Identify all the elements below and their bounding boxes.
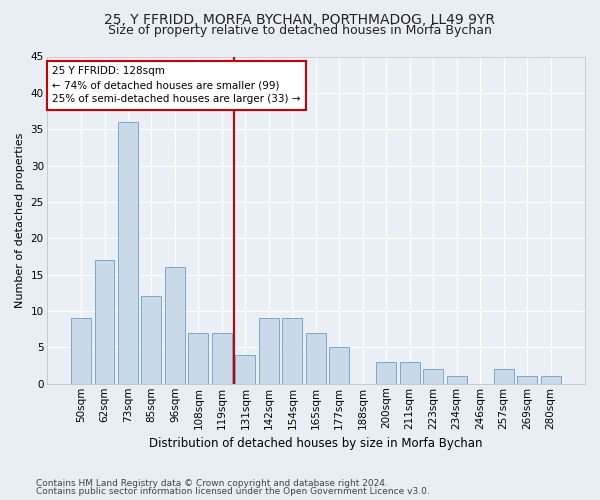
Bar	[400, 362, 419, 384]
Bar	[446, 376, 467, 384]
Bar	[283, 318, 302, 384]
Bar	[235, 354, 256, 384]
Bar	[212, 333, 232, 384]
Bar	[259, 318, 279, 384]
Bar	[118, 122, 138, 384]
Bar	[306, 333, 326, 384]
Bar	[329, 348, 349, 384]
Y-axis label: Number of detached properties: Number of detached properties	[15, 132, 25, 308]
Text: Contains public sector information licensed under the Open Government Licence v3: Contains public sector information licen…	[36, 487, 430, 496]
Text: Size of property relative to detached houses in Morfa Bychan: Size of property relative to detached ho…	[108, 24, 492, 37]
Text: 25, Y FFRIDD, MORFA BYCHAN, PORTHMADOG, LL49 9YR: 25, Y FFRIDD, MORFA BYCHAN, PORTHMADOG, …	[104, 12, 496, 26]
Bar	[517, 376, 537, 384]
Bar	[165, 268, 185, 384]
Bar	[95, 260, 115, 384]
X-axis label: Distribution of detached houses by size in Morfa Bychan: Distribution of detached houses by size …	[149, 437, 482, 450]
Bar	[142, 296, 161, 384]
Bar	[494, 369, 514, 384]
Bar	[71, 318, 91, 384]
Text: Contains HM Land Registry data © Crown copyright and database right 2024.: Contains HM Land Registry data © Crown c…	[36, 478, 388, 488]
Bar	[188, 333, 208, 384]
Bar	[423, 369, 443, 384]
Text: 25 Y FFRIDD: 128sqm
← 74% of detached houses are smaller (99)
25% of semi-detach: 25 Y FFRIDD: 128sqm ← 74% of detached ho…	[52, 66, 301, 104]
Bar	[376, 362, 396, 384]
Bar	[541, 376, 560, 384]
